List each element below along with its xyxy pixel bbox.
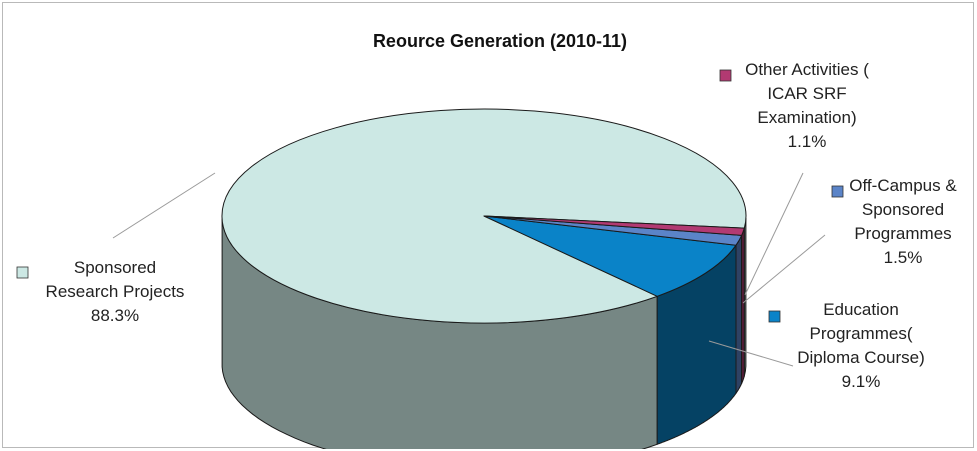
slice-label-3-line-2: Examination) xyxy=(757,108,856,127)
pie-slice-3 xyxy=(483,215,745,236)
slice-label-group-1: Education Programmes( Diploma Course) 9.1% xyxy=(708,300,925,391)
slice-label-0-line-2: 88.3% xyxy=(91,306,139,325)
leader-line-2 xyxy=(742,234,826,304)
slice-label-group-2: Off-Campus & Sponsored Programmes 1.5% xyxy=(742,176,957,304)
slice-label-0-line-0: Sponsored xyxy=(74,258,156,277)
legend-swatch-1 xyxy=(768,310,781,323)
slice-label-2-line-2: Programmes xyxy=(854,224,951,243)
legend-swatch-0 xyxy=(16,266,29,279)
slice-label-1-line-2: Diploma Course) xyxy=(797,348,925,367)
slice-label-1-line-0: Education xyxy=(823,300,899,319)
leader-line-3 xyxy=(744,172,804,296)
pie-side-2 xyxy=(735,234,743,394)
leader-line-0 xyxy=(112,172,216,239)
pie-slice-1 xyxy=(483,215,737,297)
slice-label-3-line-3: 1.1% xyxy=(788,132,827,151)
slice-label-group-0: Sponsored Research Projects 88.3% xyxy=(16,172,216,325)
slice-label-1-line-3: 9.1% xyxy=(842,372,881,391)
legend-swatch-3 xyxy=(719,69,732,82)
slice-label-1-line-1: Programmes( xyxy=(810,324,913,343)
slice-label-2-line-3: 1.5% xyxy=(884,248,923,267)
slice-label-0-line-1: Research Projects xyxy=(46,282,185,301)
label-layer: Sponsored Research Projects 88.3% Education… xyxy=(16,60,957,391)
slice-label-2-line-0: Off-Campus & xyxy=(849,176,957,195)
slice-label-group-3: Other Activities ( ICAR SRF Examination) 1.… xyxy=(719,60,869,296)
pie-chart: Reource Generation (2010-11) Sponsored Re… xyxy=(16,31,957,449)
pie-side-3 xyxy=(741,227,745,384)
legend-swatch-2 xyxy=(831,185,844,198)
pie-layer xyxy=(221,108,747,449)
slice-label-2-line-1: Sponsored xyxy=(862,200,944,219)
slice-label-3-line-0: Other Activities ( xyxy=(745,60,869,79)
chart-title: Reource Generation (2010-11) xyxy=(373,31,627,51)
slice-label-3-line-1: ICAR SRF xyxy=(767,84,846,103)
leader-line-1 xyxy=(708,340,794,367)
